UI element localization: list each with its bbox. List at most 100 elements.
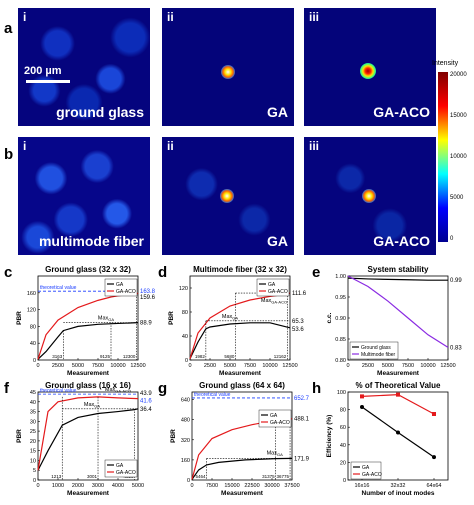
image-caption: GA-ACO — [373, 104, 430, 120]
marker-label: 9125 — [100, 354, 111, 359]
image-b-iii: iii GA-ACO — [304, 137, 436, 255]
ga-end-value: 36.4 — [140, 407, 152, 413]
x-tick-label: 10000 — [110, 363, 125, 369]
legend-box — [104, 459, 138, 478]
y-tick-label: 640 — [181, 398, 190, 404]
series-line-ga — [191, 457, 293, 480]
y-tick-label: 0 — [33, 478, 36, 484]
ga-end-value: 171.9 — [294, 456, 310, 462]
y-tick-label: 120 — [27, 308, 36, 314]
series-line-ga — [37, 322, 139, 360]
y-tick-label: 0 — [343, 478, 346, 484]
y-tick-label: 1.00 — [335, 274, 346, 280]
focus-spot — [220, 189, 234, 203]
roman-label: i — [23, 10, 27, 24]
legend-label: GA-ACO — [116, 470, 136, 476]
data-point-ga-aco — [360, 394, 364, 399]
chart-g: Ground glass (64 x 64) 0 7500 15000 22500 300… — [170, 381, 310, 497]
panel-label-g: g — [158, 380, 168, 397]
y-tick-label: 80 — [340, 408, 346, 414]
colorbar-tick: 5000 — [450, 195, 464, 201]
marker-label: 1982 — [195, 354, 206, 359]
y-axis-label: c.c. — [326, 312, 333, 323]
series-line-ga-aco — [37, 396, 139, 471]
x-axis-label: Measurement — [67, 490, 110, 497]
panel-label-e: e — [312, 264, 321, 281]
legend-label: GA-ACO — [268, 289, 288, 295]
max-annotation: MaxGA — [222, 314, 239, 321]
plot-frame — [189, 275, 291, 361]
plot-frame — [191, 391, 293, 481]
x-axis-label: Measurement — [377, 370, 420, 377]
x-tick-label: 12500 — [130, 363, 145, 369]
image-caption: multimode fiber — [38, 233, 144, 249]
panel-label-b: b — [4, 146, 14, 163]
legend-label: Multimode fiber — [361, 352, 396, 358]
theoretical-value: 43.9 — [140, 391, 152, 397]
focus-spot — [360, 63, 376, 79]
y-tick-label: 35 — [30, 410, 36, 416]
image-caption: GA-ACO — [373, 233, 430, 249]
y-tick-label: 0.85 — [335, 337, 346, 343]
image-caption: ground glass — [56, 104, 144, 120]
marker-label: 12162 — [274, 354, 287, 359]
x-tick-label: 5000 — [382, 363, 394, 369]
image-a-iii: iii GA-ACO — [304, 8, 436, 126]
y-tick-label: 0.90 — [335, 316, 346, 322]
roman-label: ii — [167, 10, 174, 24]
panel-label-h: h — [312, 380, 322, 397]
x-tick-label: 64x64 — [427, 483, 442, 489]
theoretical-label: theoretical value — [40, 388, 77, 394]
marker-label: 3001 — [87, 474, 98, 479]
scale-bar-label: 200 µm — [24, 65, 62, 77]
roman-label: iii — [309, 139, 320, 153]
colorbar-title: Intensity — [432, 60, 459, 67]
y-tick-label: 5 — [33, 468, 36, 474]
panel-label-d: d — [158, 264, 168, 281]
x-tick-label: 4000 — [112, 483, 124, 489]
theoretical-label: theoretical value — [40, 285, 77, 291]
x-tick-label: 30000 — [264, 483, 279, 489]
legend-box — [349, 341, 399, 360]
x-tick-label: 37500 — [284, 483, 299, 489]
x-tick-label: 5000 — [72, 363, 84, 369]
chart-d: Multimode fiber (32 x 32) 0 2500 5000 7500 10… — [168, 265, 307, 377]
chart-title: Ground glass (32 x 32) — [45, 265, 131, 274]
y-axis-label: Efficiency (%) — [326, 415, 333, 458]
legend-label: GA-ACO — [116, 289, 136, 295]
y-tick-label: 15 — [30, 449, 36, 455]
image-caption: GA — [267, 104, 288, 120]
series-line-ga-aco — [361, 394, 435, 415]
series-line-multimode-fiber — [347, 275, 449, 348]
y-axis-label: PBR — [170, 429, 177, 443]
gg-end-value: 0.99 — [450, 278, 462, 284]
series-line-ga-aco — [37, 292, 139, 360]
x-tick-label: 3000 — [92, 483, 104, 489]
image-a-i: i 200 µm ground glass — [18, 8, 150, 126]
plot-frame — [37, 275, 139, 361]
x-tick-label: 16x16 — [355, 483, 370, 489]
legend-label: GA — [116, 463, 124, 469]
series-line-ga — [37, 408, 139, 471]
x-tick-label: 5000 — [224, 363, 236, 369]
chart-title: % of Theoretical Value — [356, 381, 441, 390]
x-tick-label: 7500 — [206, 483, 218, 489]
chart-title: Multimode fiber (32 x 32) — [193, 265, 287, 274]
data-point-ga-aco — [432, 412, 436, 416]
legend-label: GA — [362, 465, 370, 471]
x-tick-label: 0 — [188, 363, 191, 369]
y-tick-label: 0 — [33, 358, 36, 364]
x-tick-label: 1000 — [52, 483, 64, 489]
x-tick-label: 12500 — [282, 363, 297, 369]
y-tick-label: 20 — [30, 439, 36, 445]
marker-label: 3163 — [52, 354, 63, 359]
legend-box — [256, 278, 290, 297]
focus-spot — [221, 65, 235, 79]
legend-label: GA-ACO — [270, 420, 290, 426]
x-axis-label: Measurement — [221, 490, 264, 497]
y-tick-label: 0 — [185, 358, 188, 364]
series-line-ga — [189, 322, 291, 360]
aco-end-value: 41.6 — [140, 399, 152, 405]
marker-label: 5464 — [196, 474, 207, 479]
x-tick-label: 5000 — [132, 483, 144, 489]
